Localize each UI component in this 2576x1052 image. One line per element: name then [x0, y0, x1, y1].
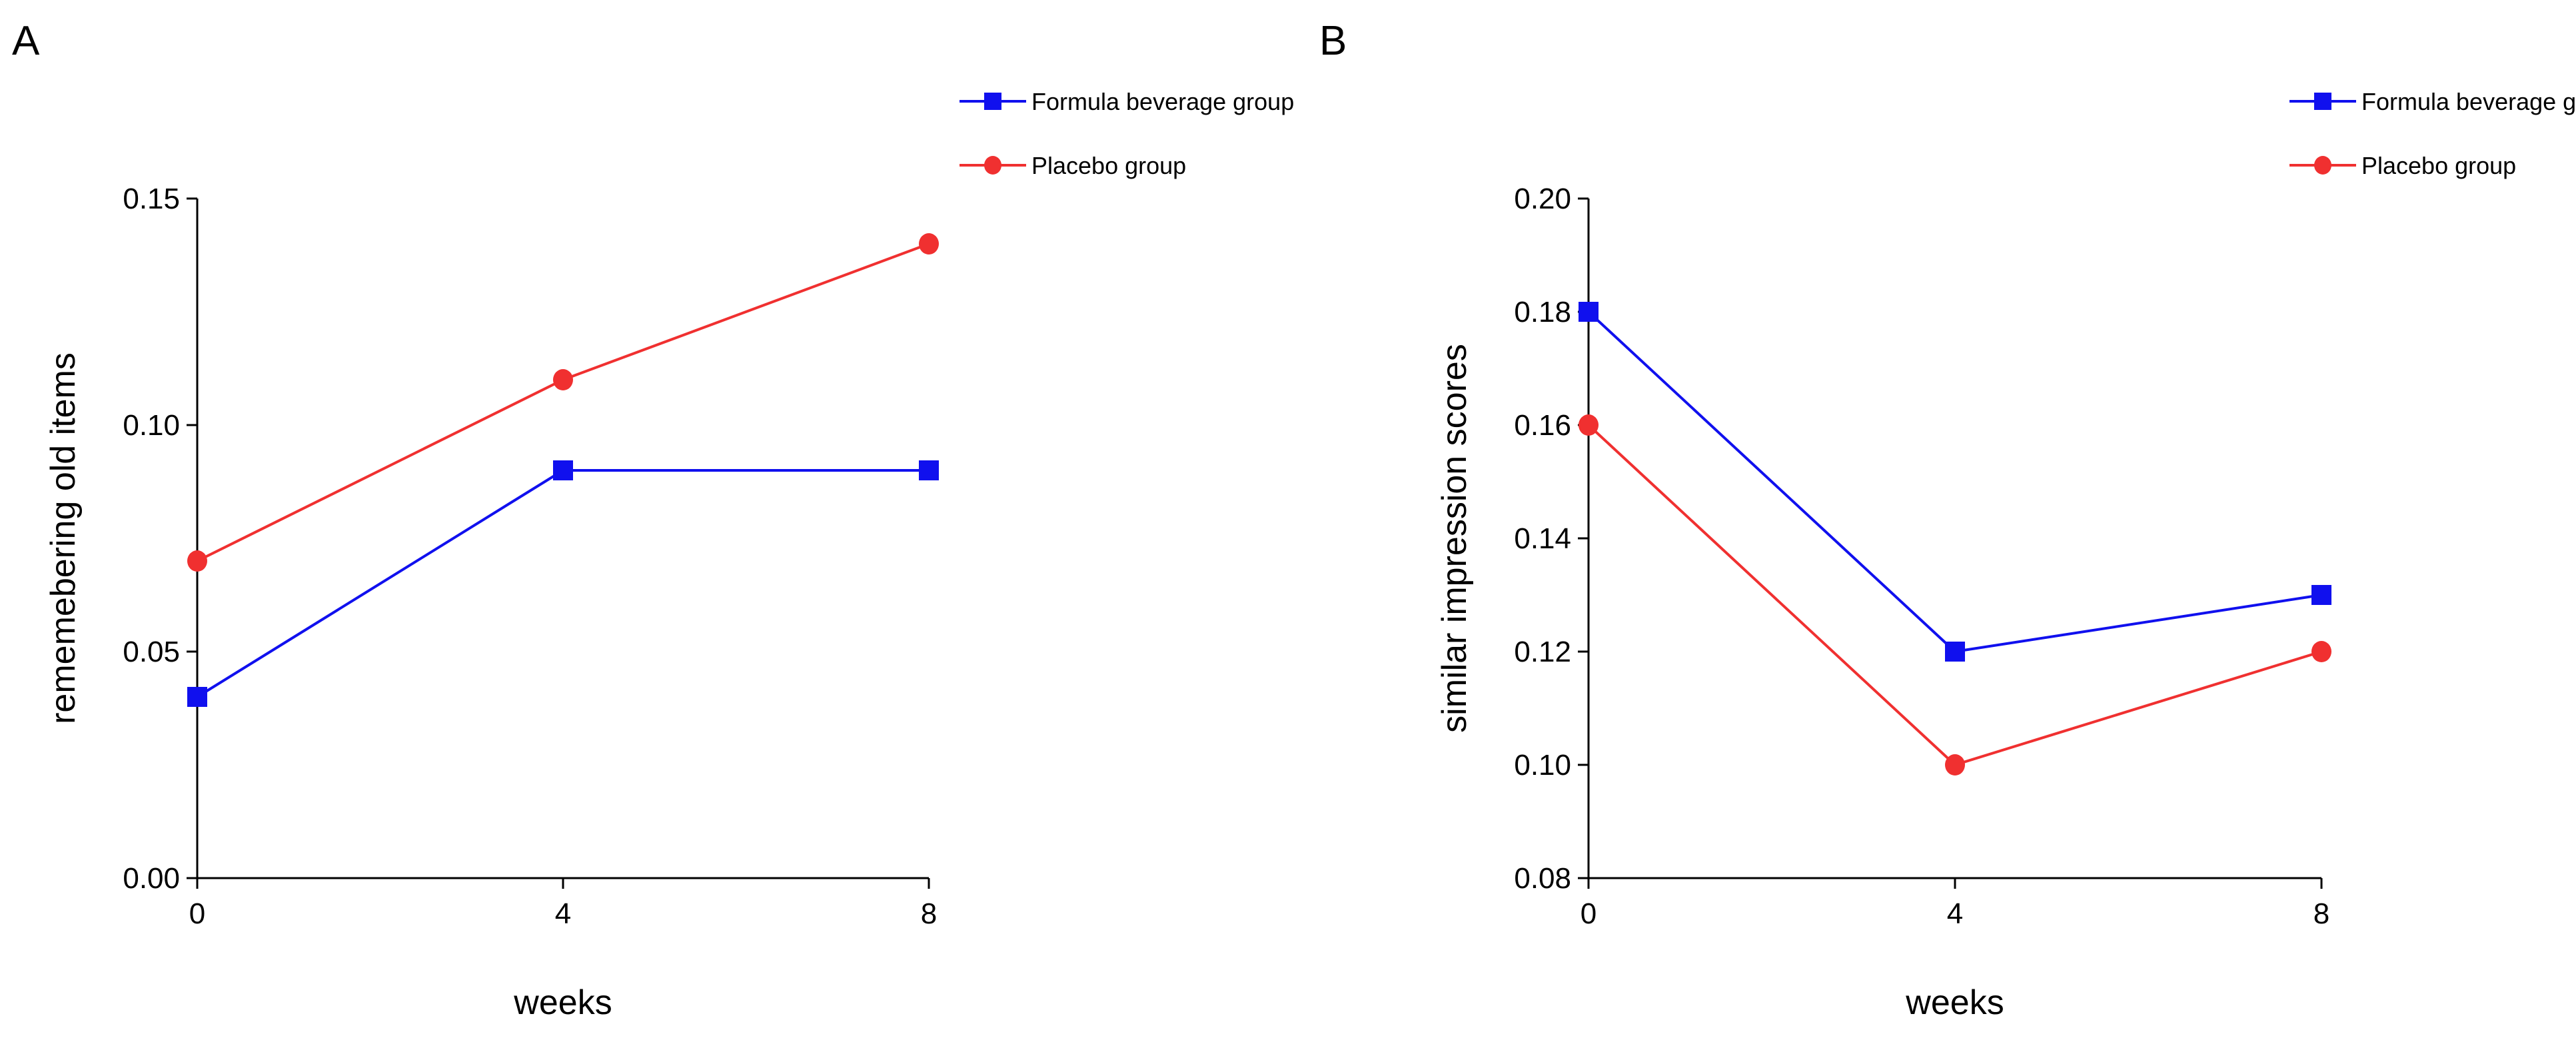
- x-tick-label: 4: [555, 897, 571, 930]
- y-axis-title: similar impression scores: [1435, 344, 1474, 733]
- data-point-formula-beverage: [2311, 585, 2331, 605]
- data-point-placebo: [1945, 754, 1965, 776]
- data-point-formula-beverage: [1579, 302, 1599, 322]
- x-axis-title: weeks: [513, 983, 612, 1022]
- data-point-placebo: [187, 550, 207, 572]
- panel-label: B: [1319, 18, 1347, 64]
- series-line-placebo: [197, 243, 930, 562]
- legend-label: Formula beverage group: [2361, 88, 2576, 115]
- data-point-formula-beverage: [187, 687, 207, 707]
- y-tick-label: 0.18: [1514, 296, 1571, 328]
- panel-a: A 0.00 0.05 0.10 0.15 0 4 8 weeks rememebering ol…: [12, 18, 1294, 1022]
- y-tick-label: 0.16: [1514, 409, 1571, 442]
- y-tick-label: 0.14: [1514, 522, 1571, 555]
- y-tick-label: 0.10: [1514, 749, 1571, 782]
- x-tick-label: 0: [1581, 897, 1597, 930]
- data-point-placebo: [2311, 641, 2331, 662]
- data-point-placebo: [1579, 414, 1599, 436]
- x-tick-label: 8: [921, 897, 937, 930]
- y-tick-label: 0.08: [1514, 862, 1571, 895]
- y-tick-label: 0.12: [1514, 636, 1571, 668]
- y-tick-label: 0.10: [123, 409, 180, 442]
- data-point-formula-beverage: [553, 460, 573, 480]
- legend-label: Placebo group: [2361, 152, 2516, 179]
- y-tick-label: 0.05: [123, 636, 180, 668]
- x-tick-label: 8: [2313, 897, 2329, 930]
- legend-label: Placebo group: [1031, 152, 1186, 179]
- legend-marker-square-icon: [2314, 93, 2331, 110]
- legend-marker-square-icon: [984, 93, 1001, 110]
- data-point-formula-beverage: [1945, 642, 1965, 662]
- data-point-formula-beverage: [919, 460, 939, 480]
- legend-marker-circle-icon: [2314, 156, 2331, 175]
- data-point-placebo: [919, 233, 939, 255]
- x-axis-title: weeks: [1905, 983, 2004, 1022]
- legend-entry-formula-beverage: Formula beverage group: [2289, 88, 2576, 115]
- y-axis-title: rememebering old items: [44, 352, 83, 724]
- legend-entry-placebo: Placebo group: [2289, 152, 2516, 179]
- y-tick-label: 0.20: [1514, 183, 1571, 215]
- legend-entry-formula-beverage: Formula beverage group: [960, 88, 1294, 115]
- series-line-placebo: [1587, 424, 2322, 767]
- legend-marker-circle-icon: [984, 156, 1001, 175]
- legend-entry-placebo: Placebo group: [960, 152, 1186, 179]
- panel-label: A: [12, 18, 40, 64]
- panel-b: B 0.08 0.10 0.12 0.14 0.16 0.18 0.20 0 4 8 weeks sim…: [1319, 18, 2576, 1022]
- data-point-placebo: [553, 369, 573, 390]
- y-tick-label: 0.15: [123, 183, 180, 215]
- series-line-formula-beverage: [1587, 310, 2322, 654]
- y-tick-label: 0.00: [123, 862, 180, 895]
- legend-label: Formula beverage group: [1031, 88, 1294, 115]
- series-line-formula-beverage: [196, 469, 929, 698]
- x-tick-label: 4: [1947, 897, 1963, 930]
- x-tick-label: 0: [189, 897, 205, 930]
